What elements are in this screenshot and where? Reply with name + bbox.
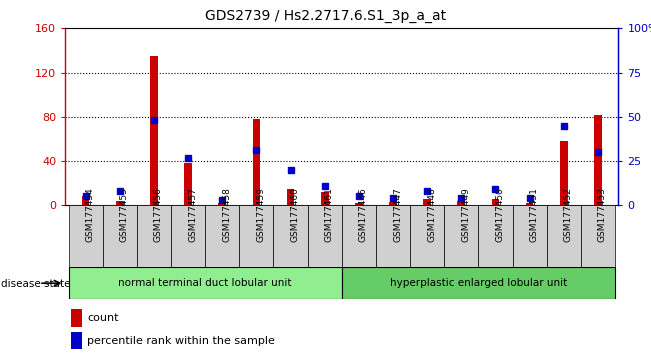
Bar	[492, 199, 499, 205]
Text: GSM177446: GSM177446	[359, 187, 368, 242]
Bar	[71, 309, 82, 327]
Text: GSM177451: GSM177451	[530, 187, 538, 242]
Text: GSM177453: GSM177453	[598, 187, 607, 242]
Bar	[321, 192, 329, 205]
Bar	[355, 203, 363, 205]
Bar	[116, 201, 124, 205]
Bar	[458, 201, 465, 205]
Text: GSM177448: GSM177448	[427, 187, 436, 242]
Text: GSM177450: GSM177450	[495, 187, 505, 242]
Bar	[594, 115, 602, 205]
Text: GSM177461: GSM177461	[325, 187, 334, 242]
Bar	[205, 205, 240, 267]
Text: GSM177454: GSM177454	[85, 187, 94, 242]
Bar	[150, 56, 158, 205]
Bar	[103, 205, 137, 267]
Text: GSM177458: GSM177458	[222, 187, 231, 242]
Text: GSM177447: GSM177447	[393, 187, 402, 242]
Text: normal terminal duct lobular unit: normal terminal duct lobular unit	[118, 278, 292, 288]
Text: hyperplastic enlarged lobular unit: hyperplastic enlarged lobular unit	[390, 278, 567, 288]
Bar	[308, 205, 342, 267]
Bar	[82, 196, 89, 205]
Bar	[342, 205, 376, 267]
Text: GSM177459: GSM177459	[256, 187, 266, 242]
Bar	[478, 205, 512, 267]
Bar	[376, 205, 410, 267]
Text: GSM177452: GSM177452	[564, 187, 573, 242]
Bar	[253, 119, 260, 205]
Bar	[68, 267, 342, 299]
Text: GSM177455: GSM177455	[120, 187, 129, 242]
Text: GSM177457: GSM177457	[188, 187, 197, 242]
Bar	[218, 203, 226, 205]
Bar	[444, 205, 478, 267]
Bar	[240, 205, 273, 267]
Bar	[286, 189, 294, 205]
Bar	[581, 205, 615, 267]
Bar	[560, 141, 568, 205]
Bar	[68, 205, 103, 267]
Text: GSM177449: GSM177449	[462, 187, 470, 242]
Bar	[171, 205, 205, 267]
Text: count: count	[87, 313, 118, 323]
Text: GSM177460: GSM177460	[290, 187, 299, 242]
Text: GSM177456: GSM177456	[154, 187, 163, 242]
Bar	[423, 199, 431, 205]
Bar	[410, 205, 444, 267]
Bar	[273, 205, 308, 267]
Bar	[184, 163, 192, 205]
Bar	[526, 203, 533, 205]
Bar	[547, 205, 581, 267]
Bar	[342, 267, 615, 299]
Bar	[389, 202, 397, 205]
Text: disease state: disease state	[1, 279, 71, 289]
Text: percentile rank within the sample: percentile rank within the sample	[87, 336, 275, 346]
Bar	[71, 332, 82, 349]
Text: GDS2739 / Hs2.2717.6.S1_3p_a_at: GDS2739 / Hs2.2717.6.S1_3p_a_at	[205, 9, 446, 23]
Bar	[512, 205, 547, 267]
Bar	[137, 205, 171, 267]
